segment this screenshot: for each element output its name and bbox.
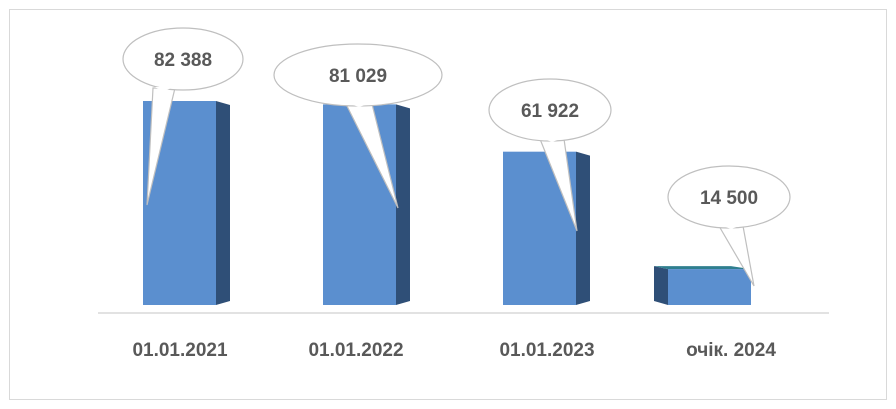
callout-bubble [122, 27, 244, 91]
bar-side-1 [216, 101, 230, 305]
bar-side-4 [654, 266, 668, 305]
bar-2 [323, 104, 396, 305]
bar-top-4 [654, 266, 751, 270]
value-callout-1: 82 388 [122, 27, 244, 206]
x-tick-labels: 01.01.2021 01.01.2022 01.01.2023 очік. 2024 [132, 340, 776, 361]
x-tick-label-3: 01.01.2023 [499, 340, 594, 361]
callout-joint [347, 103, 399, 107]
value-callout-2: 81 029 [273, 43, 443, 209]
bars-layer [143, 101, 751, 305]
data-label-3: 61 922 [521, 101, 579, 122]
bar-4 [668, 269, 751, 305]
data-label-1: 82 388 [154, 50, 212, 71]
x-tick-label-4: очік. 2024 [686, 340, 776, 361]
bar-side-2 [396, 104, 410, 305]
data-label-2: 81 029 [329, 66, 387, 87]
callout-joint [720, 225, 755, 229]
value-callout-4: 14 500 [667, 165, 791, 287]
x-tick-label-2: 01.01.2022 [308, 340, 403, 361]
callout-joint [541, 138, 578, 142]
value-callout-3: 61 922 [488, 78, 612, 232]
callout-joint [148, 87, 174, 91]
bar-side-3 [576, 151, 590, 305]
data-label-4: 14 500 [700, 188, 758, 209]
callouts-layer: 82 388 81 029 61 922 14 500 [122, 27, 791, 287]
x-tick-label-1: 01.01.2021 [132, 340, 228, 361]
